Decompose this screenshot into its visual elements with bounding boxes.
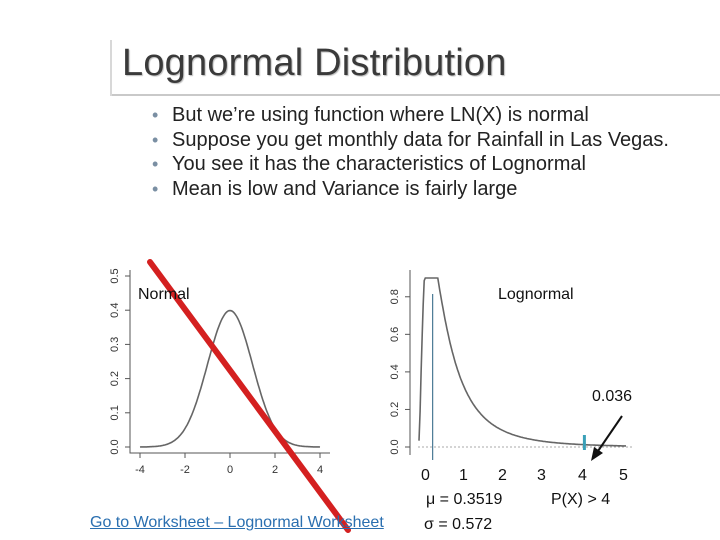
tail-arrow-head — [591, 447, 603, 461]
bullet-item: Mean is low and Variance is fairly large — [150, 177, 710, 202]
title-rule-vertical — [110, 40, 112, 96]
normal-density-plot: -4 -2 0 2 4 0.0 0.1 0.2 0.3 0.4 0.5 — [109, 268, 330, 476]
normal-x-tick-label: -4 — [135, 464, 145, 476]
lognormal-y-tick-label: 0.2 — [389, 402, 401, 417]
x-number: 4 — [578, 467, 587, 484]
lognormal-curve — [418, 277, 626, 447]
x-number: 0 — [421, 467, 430, 484]
tail-arrow-line — [595, 415, 623, 455]
normal-x-tick-label: 2 — [272, 464, 278, 476]
normal-y-tick-label: 0.5 — [109, 268, 121, 283]
cross-out-line — [147, 259, 351, 533]
lognormal-density-plot: 0.0 0.2 0.4 0.6 0.8 — [389, 270, 632, 460]
sigma-label: σ = 0.572 — [424, 516, 493, 533]
normal-y-tick-label: 0.1 — [109, 405, 121, 420]
mu-label: μ = 0.3519 — [426, 491, 503, 508]
normal-y-tick-label: 0.2 — [109, 371, 121, 386]
x-number: 3 — [537, 467, 546, 484]
normal-label: Normal — [138, 286, 190, 303]
bullet-item: Suppose you get monthly data for Rainfal… — [150, 128, 710, 153]
probability-label: P(X) > 4 — [551, 491, 611, 508]
normal-x-tick-label: 4 — [317, 464, 323, 476]
title-rule — [110, 94, 720, 96]
bullet-item: But we’re using function where LN(X) is … — [150, 103, 710, 128]
x-number: 1 — [459, 467, 468, 484]
normal-axis-frame — [129, 270, 330, 454]
lognormal-y-tick-label: 0.8 — [389, 289, 401, 304]
normal-curve — [139, 309, 321, 448]
slide-title: Lognormal Distribution — [122, 42, 507, 84]
normal-y-tick-label: 0.0 — [109, 439, 121, 454]
lognormal-y-tick-label: 0.6 — [389, 327, 401, 342]
worksheet-link[interactable]: Go to Worksheet – Lognormal Worksheet — [90, 514, 384, 531]
lognormal-y-tick-label: 0.4 — [389, 364, 401, 379]
x-number: 2 — [498, 467, 507, 484]
x-number: 5 — [619, 467, 628, 484]
normal-x-tick-label: -2 — [180, 464, 190, 476]
bullet-item: You see it has the characteristics of Lo… — [150, 152, 710, 177]
lognormal-label: Lognormal — [498, 286, 574, 303]
tail-probability-label: 0.036 — [592, 388, 633, 405]
bullet-list: But we’re using function where LN(X) is … — [150, 103, 710, 201]
normal-y-tick-label: 0.3 — [109, 337, 121, 352]
normal-x-tick-label: 0 — [227, 464, 233, 476]
lognormal-y-tick-label: 0.0 — [389, 439, 401, 454]
normal-y-tick-label: 0.4 — [109, 303, 121, 318]
